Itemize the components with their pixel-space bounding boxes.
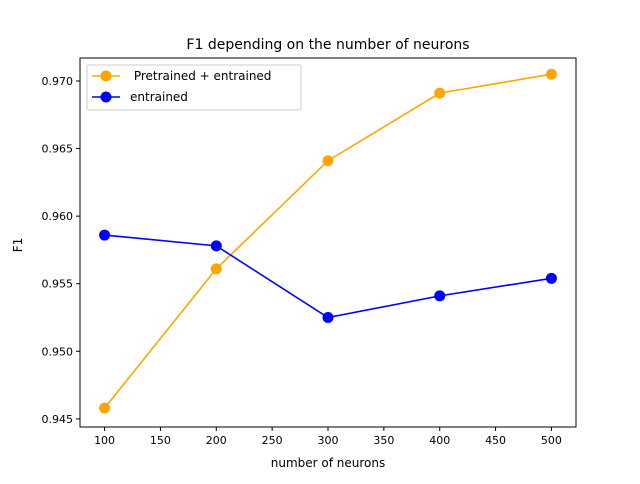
- y-tick-label: 0.945: [42, 413, 74, 426]
- x-tick-label: 400: [429, 434, 450, 447]
- data-point: [322, 312, 334, 324]
- x-axis-label: number of neurons: [271, 456, 386, 470]
- x-tick-label: 250: [262, 434, 283, 447]
- legend-label: entrained: [130, 90, 188, 104]
- x-tick-label: 300: [318, 434, 339, 447]
- data-point: [434, 290, 446, 302]
- data-point: [99, 402, 111, 414]
- data-point: [210, 240, 222, 252]
- y-tick-label: 0.955: [42, 278, 74, 291]
- x-tick-label: 200: [206, 434, 227, 447]
- y-axis-label: F1: [11, 238, 25, 253]
- data-point: [322, 155, 334, 167]
- legend-box: [86, 64, 302, 111]
- y-tick-label: 0.950: [42, 345, 74, 358]
- y-tick-label: 0.965: [42, 143, 74, 156]
- x-tick-label: 500: [541, 434, 562, 447]
- data-point: [210, 263, 222, 275]
- data-point: [99, 229, 111, 241]
- series-1: [99, 229, 557, 324]
- legend-label: Pretrained + entrained: [130, 69, 271, 83]
- y-tick-label: 0.970: [42, 75, 74, 88]
- chart-title: F1 depending on the number of neurons: [186, 37, 469, 53]
- data-point: [545, 68, 557, 80]
- x-tick-label: 350: [373, 434, 394, 447]
- plot-layer: [99, 68, 557, 414]
- axes-layer: 100 150 200 250 300 350 400 450 500 0.945 0.950 0.9…: [42, 57, 577, 447]
- data-point: [434, 87, 446, 99]
- x-tick-label: 450: [485, 434, 506, 447]
- legend-item: Pretrained + entrained: [92, 69, 271, 83]
- y-tick-label: 0.960: [42, 210, 74, 223]
- x-tick-label: 150: [150, 434, 171, 447]
- series-0: [99, 68, 557, 414]
- legend: Pretrained + entrained entrained: [86, 64, 302, 111]
- legend-item: entrained: [92, 90, 188, 104]
- data-point: [545, 272, 557, 284]
- legend-marker: [100, 91, 112, 103]
- legend-marker: [100, 70, 112, 82]
- x-tick-label: 100: [94, 434, 115, 447]
